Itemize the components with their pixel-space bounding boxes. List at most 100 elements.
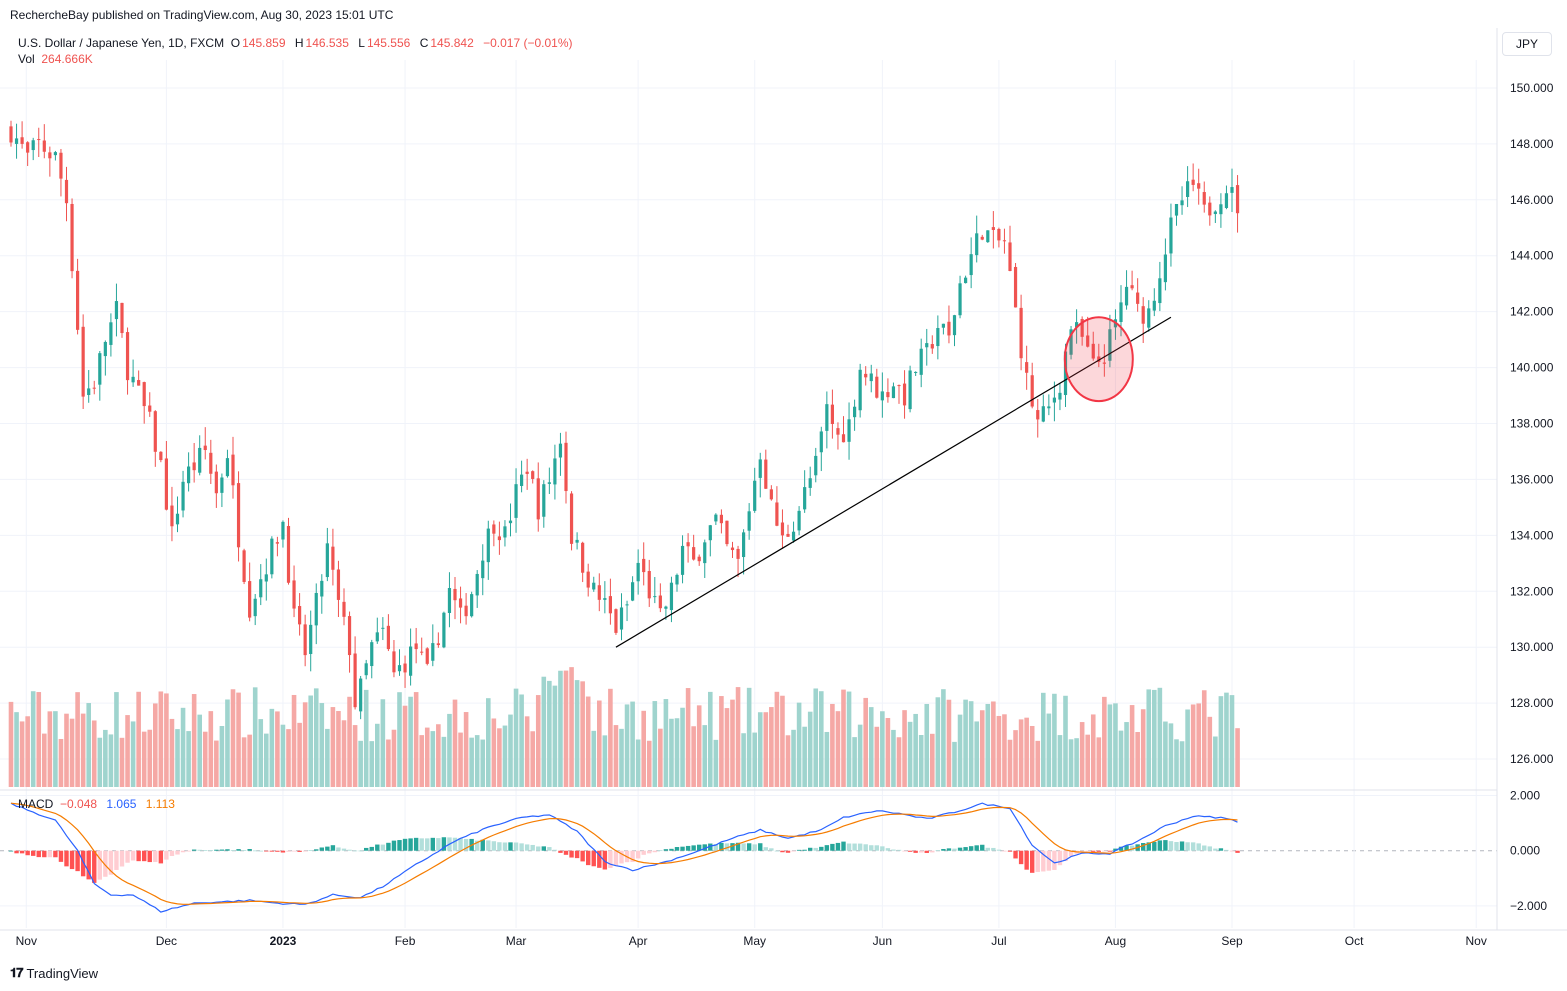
candle-body[interactable] bbox=[692, 547, 696, 560]
candle-body[interactable] bbox=[425, 648, 429, 664]
candle-body[interactable] bbox=[542, 484, 546, 517]
candle-body[interactable] bbox=[81, 326, 85, 397]
candle-body[interactable] bbox=[1124, 286, 1129, 306]
candle-body[interactable] bbox=[1030, 375, 1034, 407]
candle-body[interactable] bbox=[742, 532, 746, 558]
candle-body[interactable] bbox=[936, 328, 940, 347]
candle-body[interactable] bbox=[614, 609, 618, 633]
candle-body[interactable] bbox=[897, 385, 901, 387]
candle-body[interactable] bbox=[1097, 356, 1101, 362]
candle-body[interactable] bbox=[619, 607, 624, 630]
candle-body[interactable] bbox=[347, 616, 352, 656]
candle-body[interactable] bbox=[342, 601, 346, 617]
candle-body[interactable] bbox=[769, 489, 773, 500]
candle-body[interactable] bbox=[87, 388, 91, 396]
candle-body[interactable] bbox=[869, 373, 873, 382]
candle-body[interactable] bbox=[375, 632, 379, 642]
candle-body[interactable] bbox=[647, 571, 651, 599]
candle-body[interactable] bbox=[231, 454, 235, 486]
candle-body[interactable] bbox=[1069, 329, 1073, 355]
candle-body[interactable] bbox=[64, 179, 69, 204]
candle-body[interactable] bbox=[581, 542, 585, 573]
candle-body[interactable] bbox=[48, 152, 52, 159]
candle-body[interactable] bbox=[314, 592, 318, 626]
candle-body[interactable] bbox=[575, 539, 579, 543]
highlight-circle[interactable] bbox=[1063, 316, 1134, 403]
candle-body[interactable] bbox=[880, 391, 884, 401]
candle-body[interactable] bbox=[531, 471, 535, 479]
candle-body[interactable] bbox=[780, 522, 785, 536]
candle-body[interactable] bbox=[680, 545, 685, 575]
candle-body[interactable] bbox=[458, 598, 463, 608]
candle-body[interactable] bbox=[1002, 240, 1007, 242]
candle-body[interactable] bbox=[447, 588, 452, 613]
candle-body[interactable] bbox=[592, 582, 596, 590]
candle-body[interactable] bbox=[442, 612, 446, 648]
candle-body[interactable] bbox=[1230, 187, 1234, 193]
candle-body[interactable] bbox=[803, 487, 807, 510]
candle-body[interactable] bbox=[309, 624, 313, 655]
candle-body[interactable] bbox=[1041, 406, 1045, 422]
candle-body[interactable] bbox=[808, 478, 812, 488]
candle-body[interactable] bbox=[1013, 266, 1018, 308]
candle-body[interactable] bbox=[1086, 335, 1090, 347]
candle-body[interactable] bbox=[758, 459, 762, 478]
candle-body[interactable] bbox=[836, 428, 840, 435]
candle-body[interactable] bbox=[142, 382, 146, 407]
candle-body[interactable] bbox=[1186, 181, 1190, 197]
candle-body[interactable] bbox=[642, 558, 646, 573]
candle-body[interactable] bbox=[225, 458, 230, 477]
candle-body[interactable] bbox=[370, 642, 374, 667]
candle-body[interactable] bbox=[669, 582, 674, 611]
candle-body[interactable] bbox=[1119, 302, 1123, 323]
candle-body[interactable] bbox=[719, 514, 723, 524]
candle-body[interactable] bbox=[714, 514, 718, 522]
candle-body[interactable] bbox=[9, 126, 13, 143]
candle-body[interactable] bbox=[353, 653, 357, 708]
candle-body[interactable] bbox=[1058, 392, 1062, 400]
candle-body[interactable] bbox=[608, 596, 612, 614]
candle-body[interactable] bbox=[392, 651, 396, 673]
candle-body[interactable] bbox=[497, 536, 501, 541]
candle-body[interactable] bbox=[1169, 217, 1173, 254]
candle-body[interactable] bbox=[1174, 203, 1179, 216]
candle-body[interactable] bbox=[730, 547, 735, 551]
candle-body[interactable] bbox=[1108, 329, 1112, 361]
candle-body[interactable] bbox=[453, 588, 457, 601]
candle-body[interactable] bbox=[409, 646, 413, 676]
candle-body[interactable] bbox=[964, 277, 968, 284]
candle-body[interactable] bbox=[1158, 278, 1162, 304]
candle-body[interactable] bbox=[1075, 322, 1079, 328]
candle-body[interactable] bbox=[747, 511, 751, 531]
candle-body[interactable] bbox=[830, 404, 834, 424]
candle-body[interactable] bbox=[786, 533, 790, 537]
candle-body[interactable] bbox=[1025, 362, 1029, 373]
candle-body[interactable] bbox=[991, 227, 995, 230]
candle-body[interactable] bbox=[858, 369, 862, 411]
candle-body[interactable] bbox=[1224, 193, 1229, 209]
candle-body[interactable] bbox=[37, 139, 41, 141]
candle-body[interactable] bbox=[31, 140, 35, 151]
candle-body[interactable] bbox=[198, 447, 202, 473]
candle-body[interactable] bbox=[886, 392, 890, 398]
candle-body[interactable] bbox=[242, 550, 246, 582]
candle-body[interactable] bbox=[436, 643, 440, 646]
candle-body[interactable] bbox=[725, 520, 729, 545]
candle-body[interactable] bbox=[259, 579, 263, 598]
candle-body[interactable] bbox=[59, 152, 63, 179]
candle-body[interactable] bbox=[470, 594, 474, 617]
tradingview-brand[interactable]: 𝟏𝟕 TradingView bbox=[10, 965, 98, 981]
candle-body[interactable] bbox=[675, 574, 679, 585]
trendline[interactable] bbox=[615, 316, 1172, 648]
candle-body[interactable] bbox=[536, 478, 540, 520]
candle-body[interactable] bbox=[248, 581, 252, 618]
candle-body[interactable] bbox=[625, 604, 629, 606]
candle-body[interactable] bbox=[98, 353, 102, 385]
candle-body[interactable] bbox=[420, 651, 424, 653]
candle-body[interactable] bbox=[1019, 307, 1023, 359]
candle-body[interactable] bbox=[1208, 202, 1212, 216]
candle-body[interactable] bbox=[70, 203, 74, 272]
candle-body[interactable] bbox=[736, 548, 740, 559]
candle-body[interactable] bbox=[1063, 351, 1068, 396]
